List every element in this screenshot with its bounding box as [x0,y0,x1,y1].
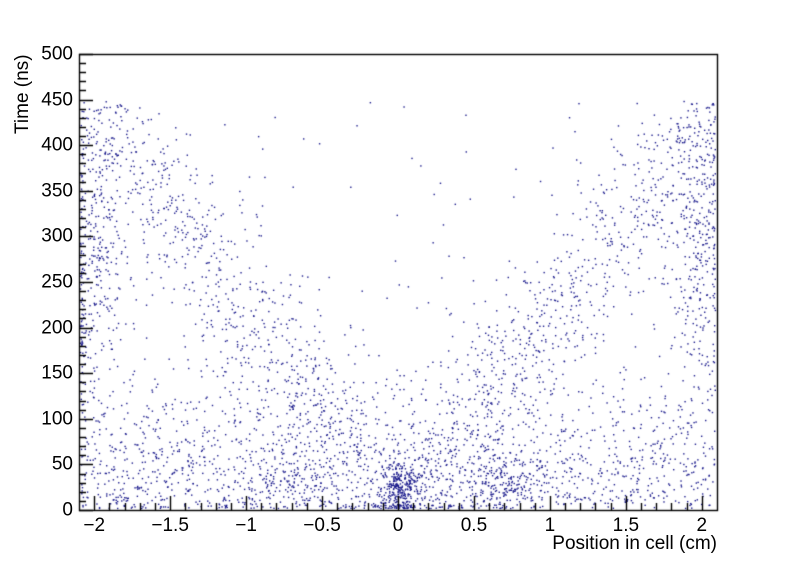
x-tick-label: −1.5 [151,515,189,536]
x-tick-label: 0.5 [460,515,488,536]
y-tick-label: 250 [41,271,73,293]
y-tick-label: 0 [62,499,73,521]
x-tick-label: 1.5 [612,515,640,536]
y-tick-label: 400 [41,134,73,156]
y-tick-label: 300 [41,225,73,247]
x-tick-label: −2 [83,515,106,536]
y-axis-title: Time (ns) [12,54,33,134]
y-tick-label: 450 [41,89,73,111]
x-tick-label: −1 [235,515,257,536]
y-tick-label: 50 [51,453,73,475]
y-tick-label: 150 [41,362,73,384]
y-tick-label: 100 [41,408,73,430]
x-tick-label: 1 [544,515,556,536]
y-tick-label: 200 [41,317,73,339]
y-tick-label: 500 [41,43,73,65]
x-tick-label: 2 [696,515,708,536]
y-tick-label: 350 [41,180,73,202]
x-tick-label: 0 [392,515,404,536]
x-axis-title: Position in cell (cm) [552,533,717,554]
x-tick-label: −0.5 [303,515,341,536]
